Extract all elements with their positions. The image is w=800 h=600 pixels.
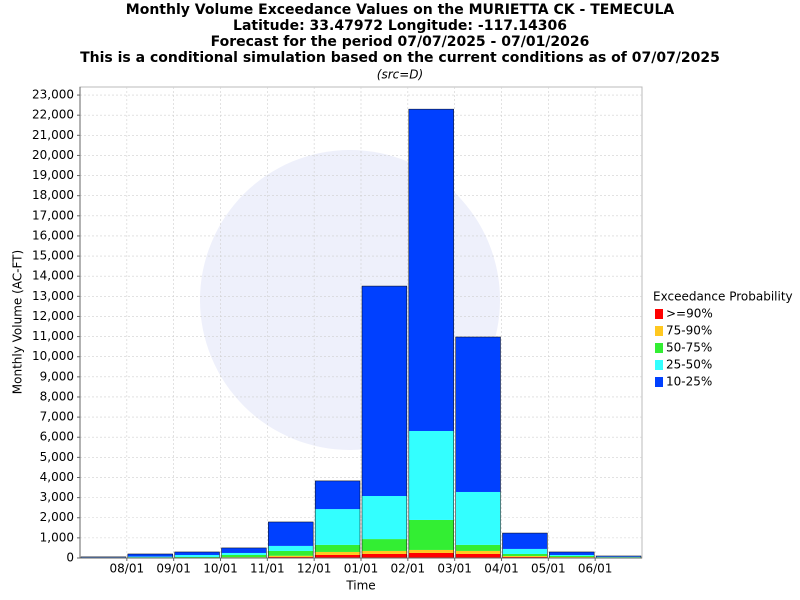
chart-title: Forecast for the period 07/07/2025 - 07/… — [211, 34, 590, 50]
x-tick-label: 04/01 — [484, 562, 519, 576]
y-tick-label: 7,000 — [40, 410, 74, 424]
bar-segment — [549, 555, 595, 557]
legend-swatch — [655, 377, 663, 387]
legend-label: 50-75% — [666, 341, 712, 355]
bar-segment — [362, 550, 407, 554]
bar-segment — [268, 521, 314, 546]
y-tick-label: 19,000 — [32, 168, 74, 182]
x-axis-label: Time — [345, 579, 375, 593]
bar-segment — [362, 539, 407, 551]
bar-segment — [362, 496, 407, 540]
y-tick-label: 2,000 — [40, 510, 74, 524]
bar-segment — [268, 555, 314, 557]
y-tick-label: 15,000 — [32, 249, 74, 263]
y-tick-label: 23,000 — [32, 88, 74, 102]
x-tick-label: 11/01 — [250, 562, 285, 576]
bar-segment — [408, 552, 454, 558]
bar-segment — [315, 554, 360, 558]
bar-segment — [455, 550, 501, 554]
y-tick-label: 12,000 — [32, 309, 74, 323]
legend-label: >=90% — [666, 307, 713, 321]
y-tick-label: 9,000 — [40, 369, 74, 383]
y-tick-label: 14,000 — [32, 269, 74, 283]
y-tick-label: 20,000 — [32, 148, 74, 162]
bar-segment — [127, 556, 173, 558]
bar-segment — [315, 480, 360, 510]
y-tick-label: 8,000 — [40, 389, 74, 403]
chart-title: Latitude: 33.47972 Longitude: -117.14306 — [233, 18, 567, 34]
y-tick-label: 13,000 — [32, 289, 74, 303]
legend-label: 75-90% — [666, 324, 712, 338]
bar-segment — [174, 551, 220, 555]
legend-title: Exceedance Probability — [653, 290, 793, 304]
legend-swatch — [655, 360, 663, 370]
x-tick-label: 08/01 — [110, 562, 145, 576]
bar-segment — [268, 550, 314, 556]
bar-segment — [315, 509, 360, 545]
watermark — [200, 150, 500, 450]
x-tick-label: 06/01 — [578, 562, 613, 576]
bar-segment — [221, 547, 267, 553]
y-tick-label: 4,000 — [40, 470, 74, 484]
bar-segment — [455, 336, 501, 492]
y-tick-label: 5,000 — [40, 450, 74, 464]
y-tick-label: 17,000 — [32, 208, 74, 222]
bar-segment — [408, 109, 454, 431]
legend-swatch — [655, 326, 663, 336]
y-tick-label: 0 — [66, 551, 74, 565]
bar-segment — [502, 553, 548, 556]
x-tick-label: 05/01 — [531, 562, 566, 576]
legend-swatch — [655, 309, 663, 319]
bar-segment — [315, 551, 360, 555]
x-tick-label: 09/01 — [156, 562, 191, 576]
y-tick-label: 1,000 — [40, 530, 74, 544]
legend-label: 25-50% — [666, 358, 712, 372]
x-tick-label: 02/01 — [391, 562, 426, 576]
chart-title: Monthly Volume Exceedance Values on the … — [126, 2, 675, 18]
bar-segment — [315, 544, 360, 552]
y-tick-label: 10,000 — [32, 349, 74, 363]
bar-segment — [221, 552, 267, 555]
y-tick-label: 3,000 — [40, 490, 74, 504]
bar-segment — [221, 554, 267, 558]
y-tick-label: 16,000 — [32, 228, 74, 242]
y-tick-label: 6,000 — [40, 430, 74, 444]
bar-segment — [268, 556, 314, 558]
x-tick-label: 10/01 — [203, 562, 238, 576]
y-tick-label: 21,000 — [32, 128, 74, 142]
x-tick-label: 03/01 — [437, 562, 472, 576]
bar-segment — [362, 286, 407, 497]
y-tick-label: 11,000 — [32, 329, 74, 343]
bar-segment — [502, 556, 548, 558]
y-tick-label: 22,000 — [32, 108, 74, 122]
bar-segment — [408, 519, 454, 550]
bar-segment — [502, 555, 548, 557]
x-tick-label: 01/01 — [344, 562, 379, 576]
bar-segment — [127, 553, 173, 557]
chart-title: This is a conditional simulation based o… — [80, 50, 720, 66]
bar-segment — [174, 554, 220, 557]
bar-segment — [502, 548, 548, 554]
subtitle: (src=D) — [377, 68, 423, 82]
bar-segment — [549, 551, 595, 555]
bar-segment — [455, 544, 501, 551]
y-axis-label: Monthly Volume (AC-FT) — [11, 250, 25, 394]
x-tick-label: 12/01 — [297, 562, 332, 576]
legend-swatch — [655, 343, 663, 353]
bar-segment — [408, 549, 454, 553]
bar-segment — [408, 430, 454, 520]
bar-segment — [455, 553, 501, 558]
bar-segment — [502, 533, 548, 549]
y-tick-label: 18,000 — [32, 188, 74, 202]
bar-segment — [596, 555, 641, 557]
bar-segment — [549, 556, 595, 558]
bar-segment — [455, 491, 501, 545]
bar-segment — [174, 556, 220, 558]
bar-segment — [362, 553, 407, 558]
bar-segment — [268, 545, 314, 551]
bar-segment — [549, 554, 595, 556]
legend-label: 10-25% — [666, 375, 712, 389]
